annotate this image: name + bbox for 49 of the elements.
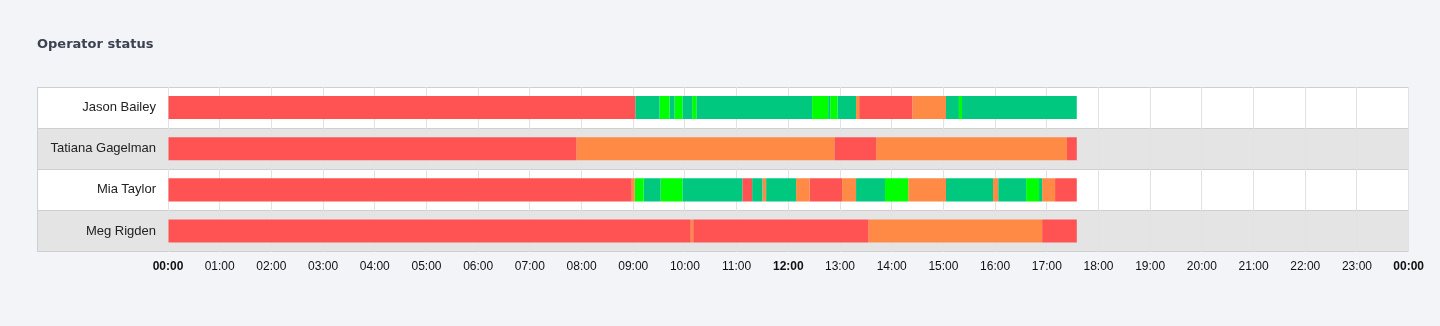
y-tick-label: Tatiana Gagelman	[50, 140, 156, 156]
x-tick-label: 06:00	[463, 259, 494, 274]
x-tick-label: 18:00	[1083, 259, 1114, 274]
x-tick-label: 20:00	[1186, 259, 1218, 274]
bar	[1026, 178, 1040, 202]
bar	[1039, 178, 1043, 202]
x-tick-label: 16:00	[980, 259, 1011, 274]
x-tick-label: 10:00	[669, 259, 701, 274]
x-tick-label: 12:00	[772, 259, 804, 274]
x-tick-label: 22:00	[1290, 259, 1321, 274]
x-tick-label: 01:00	[204, 259, 236, 274]
x-tick-label: 13:00	[825, 259, 856, 274]
bar	[168, 219, 691, 243]
bar	[752, 178, 763, 202]
x-tick-label: 23:00	[1341, 259, 1373, 274]
y-tick-label: Jason Bailey	[82, 99, 157, 115]
bar	[682, 178, 743, 202]
x-tick-label: 00:00	[152, 259, 184, 274]
bar	[856, 96, 860, 120]
bar	[842, 178, 857, 202]
x-tick-label: 05:00	[411, 259, 442, 274]
x-tick-label: 09:00	[618, 259, 649, 274]
bar	[1055, 178, 1077, 202]
x-tick-label: 07:00	[514, 259, 546, 274]
bar	[631, 178, 635, 202]
x-tick-label: 02:00	[256, 259, 287, 274]
bar	[766, 178, 797, 202]
x-tick-label: 14:00	[876, 259, 908, 274]
bar	[168, 178, 632, 202]
x-tick-label: 21:00	[1238, 259, 1269, 274]
x-tick-label: 17:00	[1031, 259, 1063, 274]
x-tick-label: 11:00	[722, 259, 752, 274]
y-tick-label: Meg Rigden	[85, 222, 156, 238]
y-tick-label: Mia Taylor	[96, 181, 157, 197]
bar	[696, 96, 813, 120]
x-tick-label: 19:00	[1135, 259, 1166, 274]
x-tick-label: 00:00	[1393, 259, 1425, 274]
bar	[168, 96, 636, 120]
bar	[682, 96, 693, 120]
x-tick-label: 04:00	[359, 259, 391, 274]
x-tick-label: 03:00	[308, 259, 339, 274]
bar	[576, 137, 835, 161]
bar	[1042, 178, 1056, 202]
x-tick-label: 15:00	[928, 259, 959, 274]
bar	[998, 178, 1027, 202]
bar	[828, 96, 831, 120]
x-tick-label: 08:00	[566, 259, 597, 274]
chart-title: Operator status	[36, 35, 155, 53]
bar	[168, 137, 577, 161]
